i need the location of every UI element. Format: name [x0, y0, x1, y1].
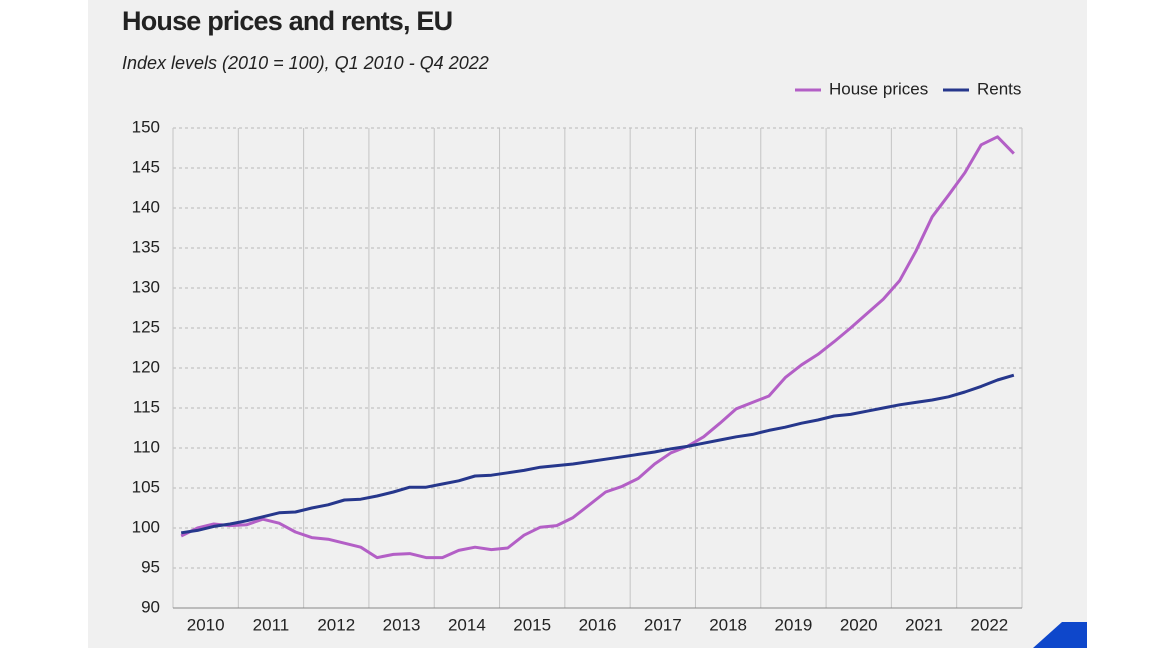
legend: House prices Rents [795, 79, 1021, 98]
x-tick-label: 2016 [579, 615, 617, 634]
panel [88, 0, 1087, 648]
legend-label: House prices [829, 79, 928, 98]
chart-subtitle: Index levels (2010 = 100), Q1 2010 - Q4 … [122, 53, 489, 73]
y-tick-label: 100 [132, 517, 160, 536]
y-tick-label: 135 [132, 237, 160, 256]
y-tick-label: 125 [132, 317, 160, 336]
x-tick-label: 2021 [905, 615, 943, 634]
y-tick-label: 150 [132, 117, 160, 136]
series-line [180, 373, 1015, 535]
x-tick-label: 2022 [970, 615, 1008, 634]
x-tick-label: 2010 [187, 615, 225, 634]
corner-logo [1033, 622, 1087, 648]
x-tick-label: 2015 [513, 615, 551, 634]
x-tick-label: 2020 [840, 615, 878, 634]
y-tick-label: 140 [132, 197, 160, 216]
series-line [180, 135, 1015, 560]
y-tick-label: 130 [132, 277, 160, 296]
x-tick-label: 2011 [253, 615, 290, 634]
lines [180, 135, 1015, 560]
y-tick-label: 95 [141, 557, 160, 576]
x-tick-label: 2017 [644, 615, 682, 634]
y-tick-label: 105 [132, 477, 160, 496]
y-tick-label: 90 [141, 597, 160, 616]
chart-title: House prices and rents, EU [122, 6, 452, 36]
y-tick-label: 145 [132, 157, 160, 176]
x-tick-label: 2013 [383, 615, 421, 634]
legend-label: Rents [977, 79, 1021, 98]
x-tick-label: 2014 [448, 615, 486, 634]
x-tick-label: 2019 [775, 615, 813, 634]
x-tick-label: 2012 [317, 615, 355, 634]
grid: 90 95 100 105 110 115 120 125 130 135 140 145 150 201… [132, 117, 1023, 634]
y-tick-label: 120 [132, 357, 160, 376]
y-tick-label: 115 [133, 397, 160, 416]
x-tick-label: 2018 [709, 615, 747, 634]
y-tick-label: 110 [133, 437, 160, 456]
